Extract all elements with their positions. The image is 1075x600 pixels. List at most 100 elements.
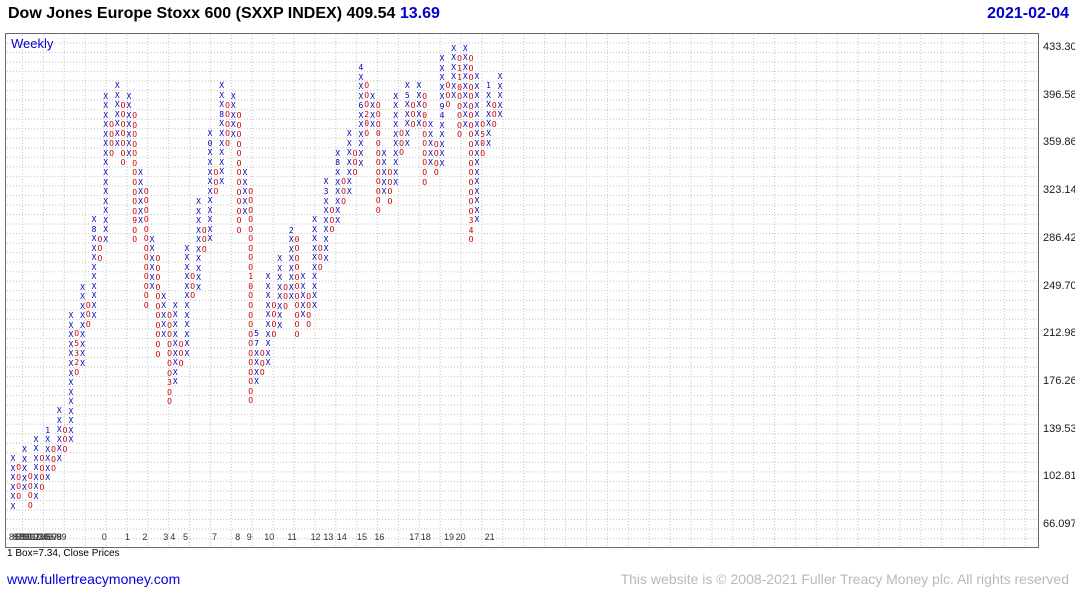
pnf-o-cell: O (236, 187, 242, 197)
pnf-o-cell: O (480, 148, 486, 158)
pnf-o-cell: O (27, 481, 33, 491)
pnf-x-cell: X (346, 138, 352, 148)
x-axis-year-label: 94 (36, 532, 47, 542)
pnf-o-cell: O (109, 120, 114, 130)
pnf-o-cell: O (457, 101, 462, 111)
pnf-o-cell: O (16, 482, 22, 492)
pnf-x-cell: X (404, 81, 410, 91)
pnf-x-cell: X (68, 368, 74, 378)
pnf-x-cell: X (416, 81, 422, 91)
chart-header: Dow Jones Europe Stoxx 600 (SXXP INDEX) … (0, 0, 1075, 30)
pnf-o-cell: O (306, 310, 312, 320)
pnf-o-cell: O (190, 272, 196, 282)
site-link[interactable]: www.fullertreacymoney.com (7, 571, 181, 587)
pnf-x-cell: X (474, 91, 480, 101)
pnf-o-cell: O (167, 339, 172, 349)
pnf-o-cell: O (387, 168, 393, 178)
pnf-x-cell: X (323, 206, 329, 215)
pnf-o-cell: O (294, 301, 300, 311)
pnf-o-cell: O (143, 215, 149, 225)
pnf-o-cell: O (433, 168, 439, 178)
pnf-o-cell: O (283, 292, 288, 302)
pnf-o-cell: O (39, 473, 45, 483)
pnf-x-cell: X (22, 464, 27, 474)
pnf-o-cell: O (341, 177, 346, 187)
pnf-x-cell: X (149, 282, 155, 292)
pnf-x-cell: X (22, 473, 27, 483)
pnf-x-cell: X (335, 177, 341, 187)
pnf-x-cell: X (346, 167, 352, 177)
pnf-x-cell: X (486, 109, 491, 119)
pnf-x-cell: 2 (288, 225, 294, 235)
pnf-o-cell: O (248, 301, 254, 310)
pnf-x-cell: X (80, 359, 85, 368)
pnf-o-cell: O (213, 187, 219, 197)
pnf-x-cell: X (393, 177, 399, 187)
pnf-o-cell: O (167, 387, 172, 397)
pnf-o-cell: O (109, 129, 114, 139)
pnf-x-cell: X (103, 129, 109, 139)
pnf-o-cell: O (468, 149, 474, 159)
pnf-o-cell: O (468, 178, 474, 187)
pnf-o-cell: O (132, 177, 138, 187)
chart-title-text: Dow Jones Europe Stoxx 600 (SXXP INDEX) … (8, 5, 396, 22)
pnf-x-cell: X (207, 167, 213, 177)
x-axis-year-label: 4 (170, 532, 176, 542)
pnf-x-cell: X (138, 216, 143, 225)
pnf-x-cell: X (172, 339, 178, 348)
pnf-x-cell: X (184, 310, 190, 320)
pnf-o-cell: O (422, 158, 428, 168)
pnf-x-cell: X (381, 148, 387, 158)
pnf-x-cell: X (474, 215, 480, 225)
pnf-o-cell: O (468, 82, 474, 92)
y-axis-price-label: 102.81 (1043, 470, 1075, 483)
pnf-o-cell: O (317, 243, 323, 253)
pnf-x-cell: X (370, 91, 375, 101)
pnf-x-cell: X (474, 110, 480, 120)
pnf-x-cell: X (404, 119, 410, 129)
pnf-o-cell: O (248, 320, 254, 329)
pnf-x-cell: X (335, 187, 341, 196)
pnf-x-cell: X (80, 339, 85, 349)
pnf-x-cell: X (22, 445, 27, 455)
pnf-o-cell: 5 (74, 339, 80, 348)
pnf-x-cell: X (404, 138, 410, 148)
pnf-x-cell: X (230, 110, 236, 120)
pnf-o-cell: O (143, 205, 149, 215)
pnf-o-cell: O (468, 101, 474, 111)
pnf-o-cell: O (62, 425, 68, 435)
pnf-x-cell: X (68, 416, 74, 426)
pnf-o-cell: O (248, 339, 254, 349)
pnf-o-cell: O (51, 454, 56, 464)
pnf-x-cell: 7 (254, 339, 259, 348)
pnf-x-cell: X (393, 110, 399, 120)
pnf-x-cell: X (254, 367, 259, 377)
x-axis-year-label: 0 (101, 532, 107, 542)
x-axis-year-label: 9 (246, 532, 252, 542)
pnf-x-cell: X (172, 319, 178, 329)
pnf-x-cell: X (196, 254, 201, 264)
pnf-x-cell: X (474, 186, 480, 196)
pnf-o-cell: O (236, 139, 242, 149)
pnf-x-cell: X (56, 444, 62, 454)
pnf-x-cell: X (346, 148, 352, 158)
pnf-x-cell: X (103, 168, 109, 177)
pnf-x-cell: X (462, 110, 468, 120)
pnf-x-cell: X (172, 329, 178, 339)
x-axis-year-label: 99 (56, 532, 67, 542)
pnf-o-cell: O (271, 300, 277, 310)
pnf-o-cell: O (468, 73, 474, 83)
pnf-o-cell: O (271, 319, 277, 329)
y-axis-price-label: 286.42 (1043, 231, 1075, 244)
pnf-x-cell: X (184, 329, 190, 339)
pnf-x-cell: X (439, 92, 445, 102)
pnf-x-cell: X (497, 81, 503, 91)
pnf-o-cell: O (375, 196, 381, 206)
pnf-o-cell: O (132, 168, 138, 178)
pnf-o-cell: O (259, 348, 265, 358)
pnf-o-cell: O (248, 196, 254, 206)
pnf-x-cell: X (196, 225, 201, 235)
pnf-x-cell: X (300, 291, 306, 301)
pnf-x-cell: X (462, 43, 468, 53)
pnf-x-cell: X (439, 158, 445, 168)
